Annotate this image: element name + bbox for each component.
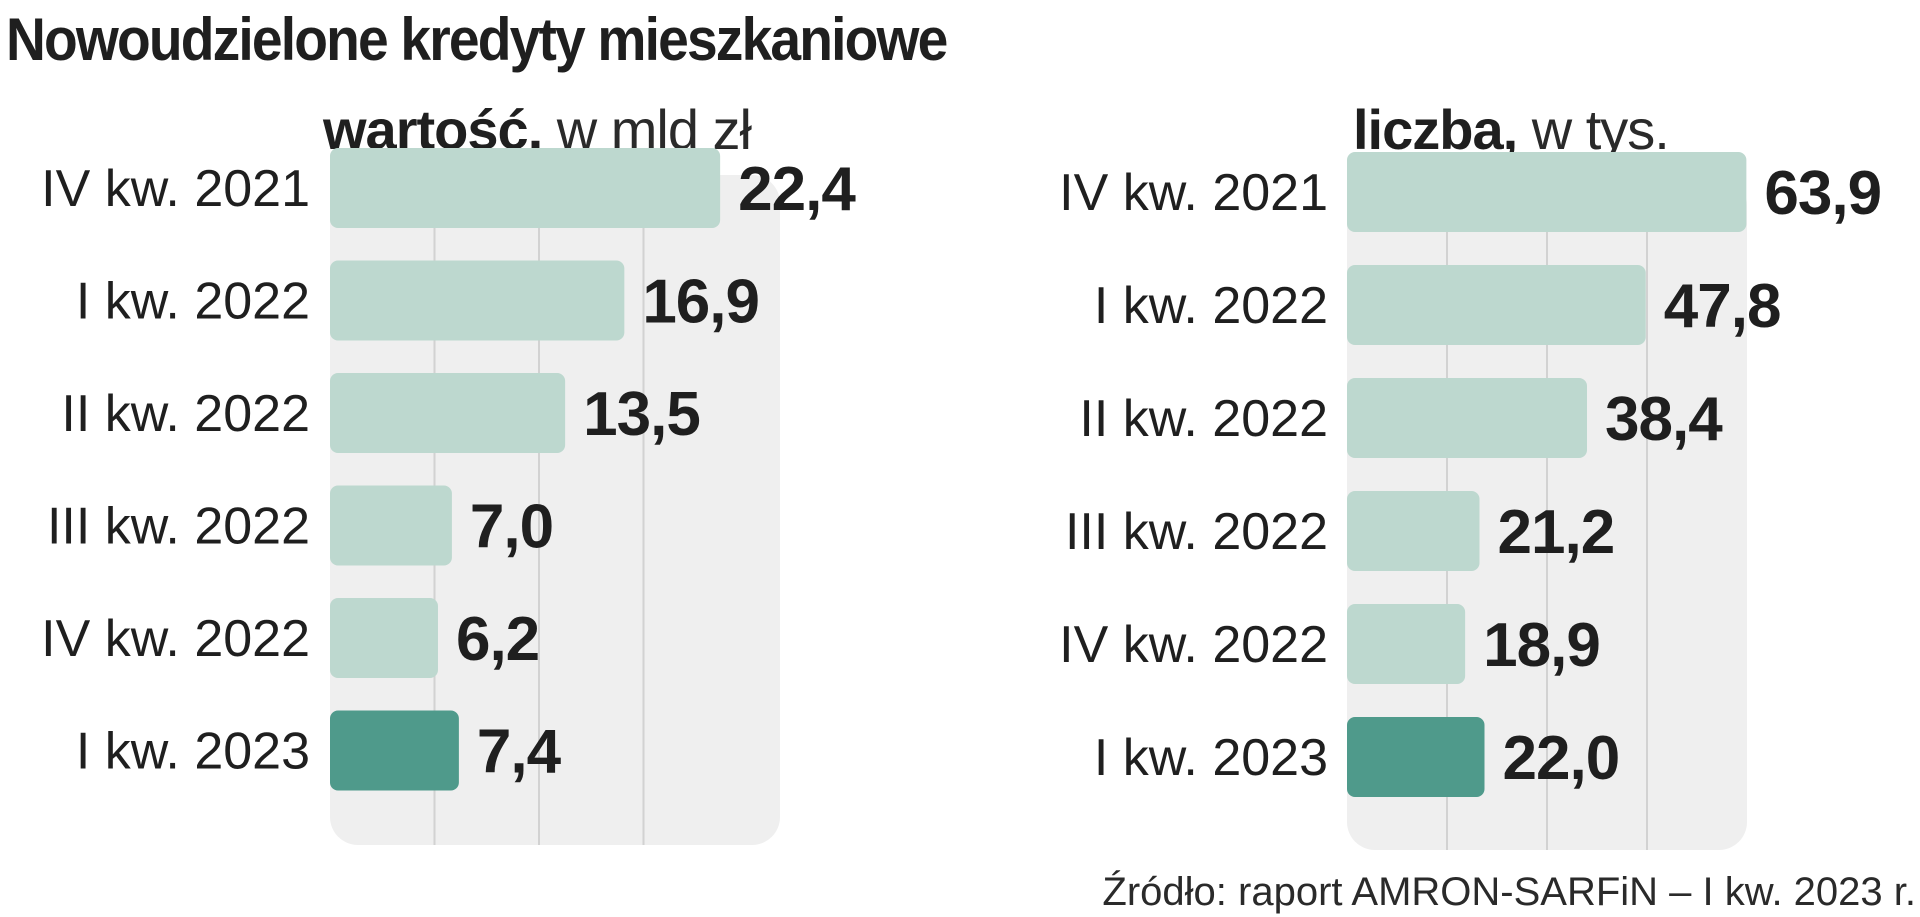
value-label: 13,5 [583,380,700,449]
bar-chart-value: IV kw. 2021 22,4 I kw. 2022 16,9 II kw. 2022… [41,148,857,845]
category-label: IV kw. 2022 [41,610,310,668]
chart-value-panel: wartość, w mld zł IV kw. 2021 22,4 I kw. 2… [0,95,900,855]
bar [330,148,721,228]
value-label: 7,4 [477,718,562,787]
bar-chart-count: IV kw. 2021 63,9 I kw. 2022 47,8 II kw. 2022… [1059,152,1882,850]
category-label: III kw. 2022 [1065,503,1328,561]
plot-background [330,175,780,845]
category-label: II kw. 2022 [1079,390,1328,448]
chart-count-panel: liczba, w tys. IV kw. 2021 63,9 I kw. 2022… [1010,95,1910,855]
bar-highlight [330,710,459,791]
value-label: 21,2 [1498,498,1615,567]
category-label: IV kw. 2021 [41,160,310,218]
bar [1347,604,1466,684]
bar [330,373,566,453]
category-label: I kw. 2023 [1094,729,1328,787]
value-label: 22,4 [738,155,856,224]
chart-subtitle: liczba, w tys. [1353,95,1670,165]
subtitle-light: w tys. [1517,98,1670,161]
category-label: I kw. 2022 [76,273,310,331]
value-label: 22,0 [1503,724,1620,793]
bar [1347,265,1646,345]
value-label: 38,4 [1605,385,1723,454]
bar [1347,378,1587,458]
bar [330,485,452,566]
bar-highlight [1347,717,1485,797]
category-label: III kw. 2022 [47,498,310,556]
page-title: Nowoudzielone kredyty mieszkaniowe [6,6,948,73]
category-label: I kw. 2023 [76,723,310,781]
bar [1347,152,1747,232]
bar [330,598,438,678]
source-note: Źródło: raport AMRON-SARFiN – I kw. 2023… [1102,870,1916,914]
category-label: IV kw. 2022 [1059,616,1328,674]
value-label: 6,2 [456,605,539,674]
category-label: II kw. 2022 [61,385,310,443]
value-label: 47,8 [1664,272,1781,341]
value-label: 63,9 [1764,159,1881,228]
bar [1347,491,1480,571]
category-label: I kw. 2022 [1094,277,1328,335]
value-label: 7,0 [470,493,553,562]
value-label: 18,9 [1483,611,1600,680]
subtitle-strong: liczba, [1353,98,1518,161]
bar [330,260,625,341]
category-label: IV kw. 2021 [1059,164,1328,222]
value-label: 16,9 [642,268,759,337]
